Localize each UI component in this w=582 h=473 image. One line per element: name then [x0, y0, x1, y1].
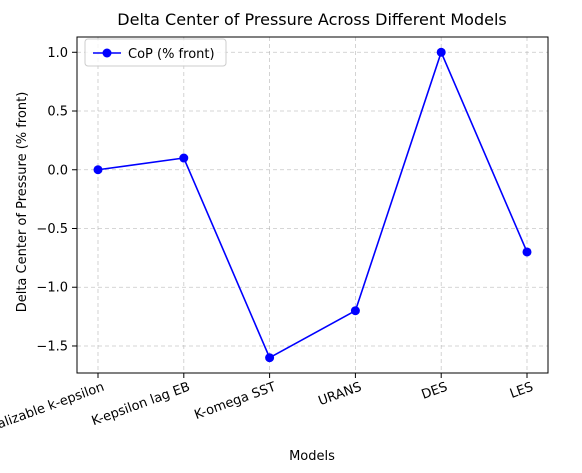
y-axis: 1.0 0.5 0.0 −0.5 −1.0 −1.5 [36, 46, 77, 354]
y-tick-label: 0.0 [47, 163, 68, 178]
x-tick-label: URANS [316, 380, 363, 409]
series-line [97, 51, 528, 359]
plot-frame [76, 36, 549, 374]
legend: CoP (% front) [84, 38, 227, 67]
x-tick-label: K-epsilon lag EB [90, 380, 192, 430]
data-point [436, 47, 446, 57]
y-tick-label: −1.5 [36, 339, 68, 354]
x-tick-label: K-omega SST [192, 380, 278, 423]
y-tick-label: 0.5 [47, 105, 68, 120]
grid [77, 37, 548, 373]
series-layer [93, 47, 532, 363]
legend-marker [102, 48, 112, 58]
x-tick-label: LES [508, 380, 535, 402]
data-point [179, 153, 189, 163]
legend-box [84, 38, 227, 67]
y-tick-label: −1.0 [36, 281, 68, 296]
x-tick-label: DES [420, 380, 450, 403]
data-point [265, 353, 275, 363]
x-tick-label: Realizable k-epsilon [0, 380, 106, 438]
data-point [522, 247, 532, 257]
x-axis-label: Models [289, 449, 335, 464]
data-point [350, 306, 360, 316]
y-tick-label: −0.5 [36, 222, 68, 237]
chart-title: Delta Center of Pressure Across Differen… [117, 10, 506, 29]
y-axis-label: Delta Center of Pressure (% front) [15, 92, 30, 313]
y-tick-label: 1.0 [47, 46, 68, 61]
data-point [93, 165, 103, 175]
legend-label: CoP (% front) [128, 47, 215, 62]
